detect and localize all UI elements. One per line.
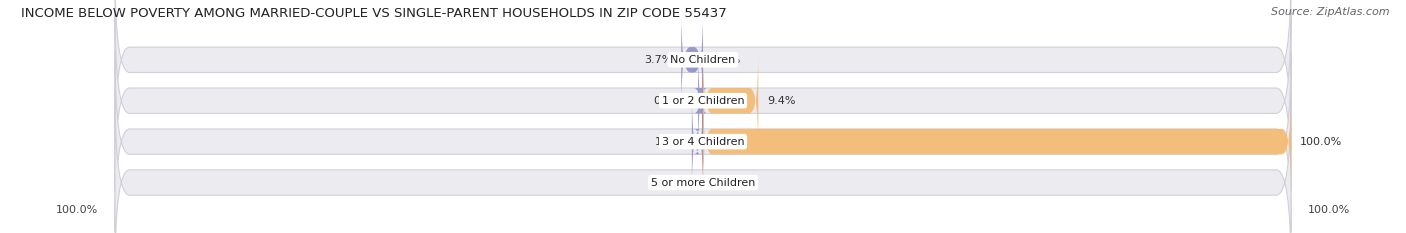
FancyBboxPatch shape — [692, 93, 703, 190]
FancyBboxPatch shape — [703, 52, 758, 149]
FancyBboxPatch shape — [682, 11, 703, 109]
Text: 3.7%: 3.7% — [644, 55, 672, 65]
Text: 1 or 2 Children: 1 or 2 Children — [662, 96, 744, 106]
Text: No Children: No Children — [671, 55, 735, 65]
Text: 0.84%: 0.84% — [654, 96, 689, 106]
FancyBboxPatch shape — [703, 93, 1291, 190]
FancyBboxPatch shape — [115, 11, 1291, 190]
FancyBboxPatch shape — [115, 0, 1291, 149]
FancyBboxPatch shape — [115, 52, 1291, 231]
Text: 0.0%: 0.0% — [666, 178, 695, 188]
Text: 1.9%: 1.9% — [655, 137, 683, 147]
Text: INCOME BELOW POVERTY AMONG MARRIED-COUPLE VS SINGLE-PARENT HOUSEHOLDS IN ZIP COD: INCOME BELOW POVERTY AMONG MARRIED-COUPL… — [21, 7, 727, 20]
Text: 0.0%: 0.0% — [711, 178, 740, 188]
Text: 9.4%: 9.4% — [768, 96, 796, 106]
Text: 0.0%: 0.0% — [711, 55, 740, 65]
Text: 100.0%: 100.0% — [1308, 205, 1350, 215]
Text: 100.0%: 100.0% — [56, 205, 98, 215]
Text: 5 or more Children: 5 or more Children — [651, 178, 755, 188]
Text: 100.0%: 100.0% — [1299, 137, 1343, 147]
FancyBboxPatch shape — [115, 93, 1291, 233]
Text: Source: ZipAtlas.com: Source: ZipAtlas.com — [1271, 7, 1389, 17]
Text: 3 or 4 Children: 3 or 4 Children — [662, 137, 744, 147]
FancyBboxPatch shape — [695, 52, 707, 149]
